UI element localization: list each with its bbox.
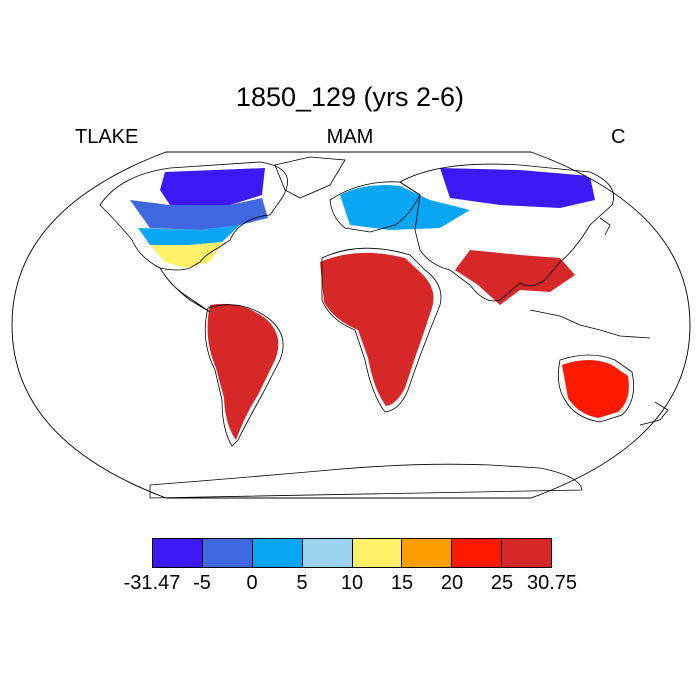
field-usa_south xyxy=(150,242,222,268)
coastlines xyxy=(99,156,669,499)
colorbar-box-1 xyxy=(202,539,253,567)
field-usa_north xyxy=(138,225,240,245)
variable-label: TLAKE xyxy=(75,126,139,148)
field-canada_arctic xyxy=(160,168,265,210)
colorbar-box-5 xyxy=(402,539,453,567)
colorbar-label: 10 xyxy=(340,572,364,594)
colorbar-box-7 xyxy=(502,539,551,567)
temperature-field xyxy=(130,168,629,440)
colorbar-box-6 xyxy=(452,539,503,567)
field-africa xyxy=(320,252,434,406)
colorbar-label: -5 xyxy=(193,572,211,594)
field-australia xyxy=(562,360,629,418)
season-label: MAM xyxy=(326,126,374,148)
colorbar-label: 30.75 xyxy=(526,572,578,594)
colorbar-box-4 xyxy=(352,539,403,567)
colorbar-box-3 xyxy=(302,539,353,567)
colorbar-label: 5 xyxy=(296,572,308,594)
colorbar-box-0 xyxy=(153,539,203,567)
colorbar-label: 15 xyxy=(390,572,414,594)
field-canada_south xyxy=(130,198,268,230)
field-south_america xyxy=(207,303,279,440)
colorbar-label: 0 xyxy=(246,572,258,594)
map-title: 1850_129 (yrs 2-6) xyxy=(235,82,465,112)
colorbar-label: 25 xyxy=(490,572,514,594)
field-india_se_asia xyxy=(455,250,575,305)
map-boundary xyxy=(11,151,691,499)
field-siberia xyxy=(440,168,595,208)
units-label: C xyxy=(611,126,626,148)
colorbar xyxy=(152,538,552,568)
colorbar-label: -31.47 xyxy=(123,572,181,594)
field-europe xyxy=(340,185,470,230)
colorbar-box-2 xyxy=(252,539,303,567)
colorbar-label: 20 xyxy=(440,572,464,594)
